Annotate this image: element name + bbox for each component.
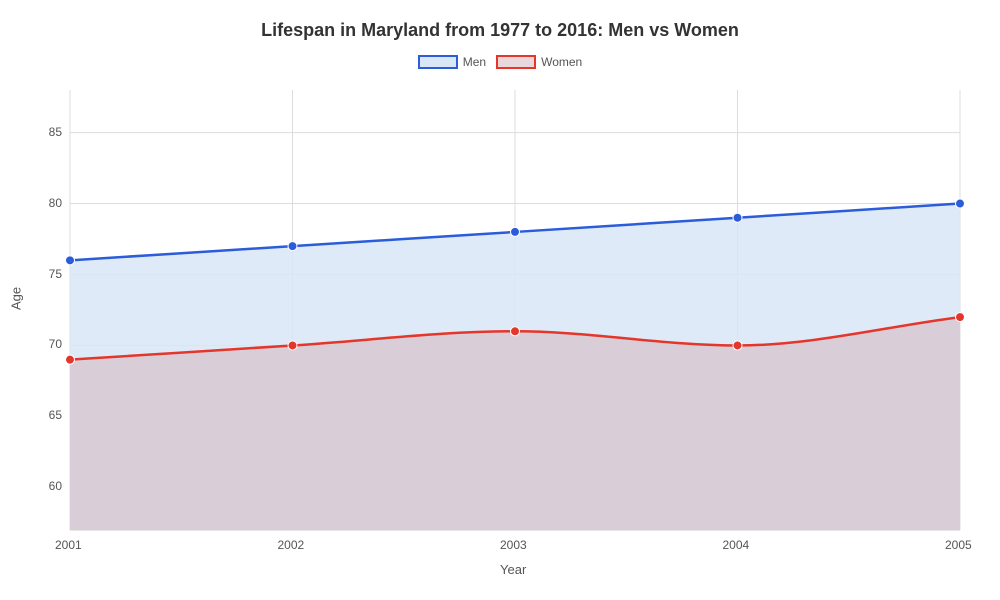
y-tick-label: 80 bbox=[49, 196, 62, 210]
y-tick-label: 65 bbox=[49, 408, 62, 422]
y-tick-label: 75 bbox=[49, 267, 62, 281]
x-tick-label: 2002 bbox=[278, 538, 305, 552]
x-tick-label: 2004 bbox=[723, 538, 750, 552]
x-tick-label: 2003 bbox=[500, 538, 527, 552]
x-axis-label: Year bbox=[500, 562, 526, 577]
y-axis-label: Age bbox=[9, 287, 24, 310]
y-tick-label: 85 bbox=[49, 125, 62, 139]
chart-container: Lifespan in Maryland from 1977 to 2016: … bbox=[0, 0, 1000, 600]
y-tick-label: 70 bbox=[49, 337, 62, 351]
y-tick-label: 60 bbox=[49, 479, 62, 493]
x-tick-label: 2005 bbox=[945, 538, 972, 552]
plot-area bbox=[0, 0, 1000, 600]
x-tick-label: 2001 bbox=[55, 538, 82, 552]
